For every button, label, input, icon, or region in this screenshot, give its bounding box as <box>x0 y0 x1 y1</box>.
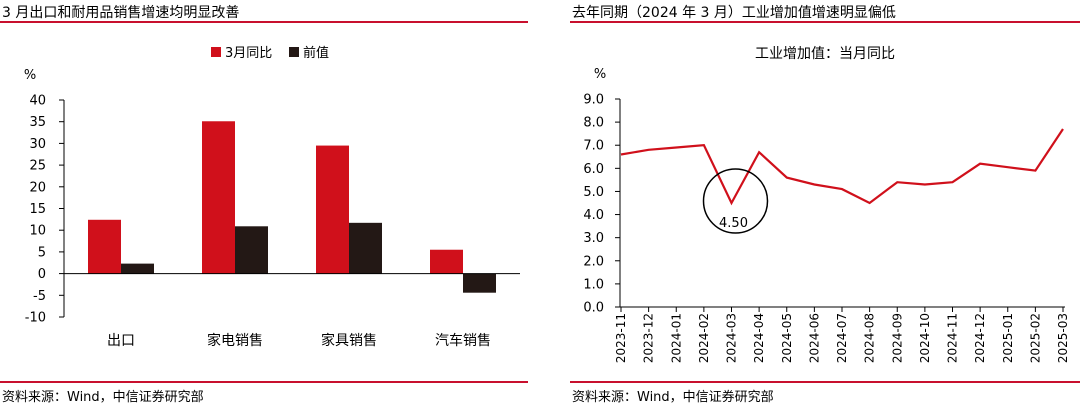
x-tick-label: 2024-05 <box>780 313 794 363</box>
y-tick-label: -5 <box>33 289 46 304</box>
bar-1-4 <box>430 249 463 274</box>
left-source-note: 资料来源：Wind，中信证券研究部 <box>2 390 204 405</box>
y-tick-label: 3.0 <box>583 231 604 246</box>
x-tick-label: 2024-07 <box>835 313 849 363</box>
left-header: 3 月出口和耐用品销售增速均明显改善 <box>0 0 528 23</box>
x-tick-label: 2023-12 <box>642 313 656 363</box>
y-tick-label: 5.0 <box>583 185 604 200</box>
right-header-title: 去年同期（2024 年 3 月）工业增加值增速明显偏低 <box>572 5 896 21</box>
y-tick-label: 0 <box>38 267 46 282</box>
y-axis-unit: % <box>594 67 606 82</box>
category-label: 家电销售 <box>207 332 263 349</box>
left-chart-panel: 3 月出口和耐用品销售增速均明显改善 % 3月同比 前值 40 35 30 25 20 15 10… <box>0 0 528 406</box>
x-tick-label: 2025-01 <box>1001 313 1015 363</box>
y-tick-label: 5 <box>38 245 46 260</box>
chart-title: 工业增加值：当月同比 <box>755 46 895 62</box>
left-footer-rule <box>0 381 528 383</box>
legend-label-2: 前值 <box>303 45 329 61</box>
bar-2-2 <box>235 226 268 274</box>
y-tick-label: 30 <box>29 137 46 152</box>
y-tick-label: -10 <box>25 311 46 326</box>
y-tick-label: 6.0 <box>583 162 604 177</box>
y-tick-label: 15 <box>29 202 46 217</box>
x-tick-label: 2024-08 <box>863 313 877 363</box>
bar-2-3 <box>349 222 382 274</box>
x-tick-label: 2025-03 <box>1056 313 1070 363</box>
x-tick-label: 2024-12 <box>973 313 987 363</box>
y-tick-label: 0.0 <box>583 301 604 316</box>
y-tick-label: 2.0 <box>583 254 604 269</box>
annotation-label: 4.50 <box>719 216 748 231</box>
legend-swatch-2 <box>289 47 299 57</box>
bar-1-1 <box>88 219 121 274</box>
line-chart: 工业增加值：当月同比% 9.0 8.0 7.0 6.0 5.0 4.0 3.0 2.0 1.0 0.… <box>583 46 1070 363</box>
category-label: 出口 <box>107 333 135 349</box>
annotation-circle <box>702 168 769 234</box>
y-tick-label: 35 <box>29 115 46 130</box>
x-tick-label: 2024-02 <box>697 313 711 363</box>
legend-swatch-1 <box>211 47 221 57</box>
x-tick-label: 2024-01 <box>669 313 683 363</box>
y-tick-label: 25 <box>29 159 46 174</box>
y-tick-label: 4.0 <box>583 208 604 223</box>
left-header-rule <box>0 21 528 23</box>
right-chart-panel: 去年同期（2024 年 3 月）工业增加值增速明显偏低 工业增加值：当月同比% 9… <box>570 0 1080 406</box>
right-footer-rule <box>570 381 1080 383</box>
y-axis-unit: % <box>24 68 36 83</box>
bar-chart: % 3月同比 前值 40 35 30 25 20 15 10 5 0 -5 -10 出口 家电销售 家具销售 汽车… <box>24 45 520 349</box>
y-tick-label: 1.0 <box>583 277 604 292</box>
bar-1-2 <box>202 121 235 274</box>
right-source-note: 资料来源：Wind，中信证券研究部 <box>572 390 774 405</box>
category-label: 汽车销售 <box>435 332 491 349</box>
bar-2-4 <box>463 273 496 293</box>
bar-1-3 <box>316 145 349 274</box>
right-header-rule <box>570 21 1080 23</box>
x-tick-label: 2023-11 <box>614 313 628 363</box>
right-header: 去年同期（2024 年 3 月）工业增加值增速明显偏低 <box>570 0 1080 23</box>
series-line-1 <box>620 128 1064 206</box>
x-tick-label: 2025-02 <box>1028 313 1042 363</box>
x-tick-label: 2024-04 <box>752 313 766 363</box>
y-tick-label: 7.0 <box>583 139 604 154</box>
y-tick-label: 40 <box>29 94 46 109</box>
legend-label-1: 3月同比 <box>225 46 272 61</box>
x-tick-label: 2024-10 <box>918 313 932 363</box>
x-tick-label: 2024-09 <box>890 313 904 363</box>
left-header-title: 3 月出口和耐用品销售增速均明显改善 <box>2 5 240 21</box>
x-tick-label: 2024-06 <box>807 313 821 363</box>
y-tick-label: 9.0 <box>583 93 604 108</box>
category-label: 家具销售 <box>321 332 377 349</box>
bar-2-1 <box>121 263 154 274</box>
x-tick-label: 2024-03 <box>725 313 739 363</box>
y-tick-label: 8.0 <box>583 116 604 131</box>
y-tick-label: 20 <box>29 180 46 195</box>
x-tick-label: 2024-11 <box>946 313 960 363</box>
y-tick-label: 10 <box>29 224 46 239</box>
